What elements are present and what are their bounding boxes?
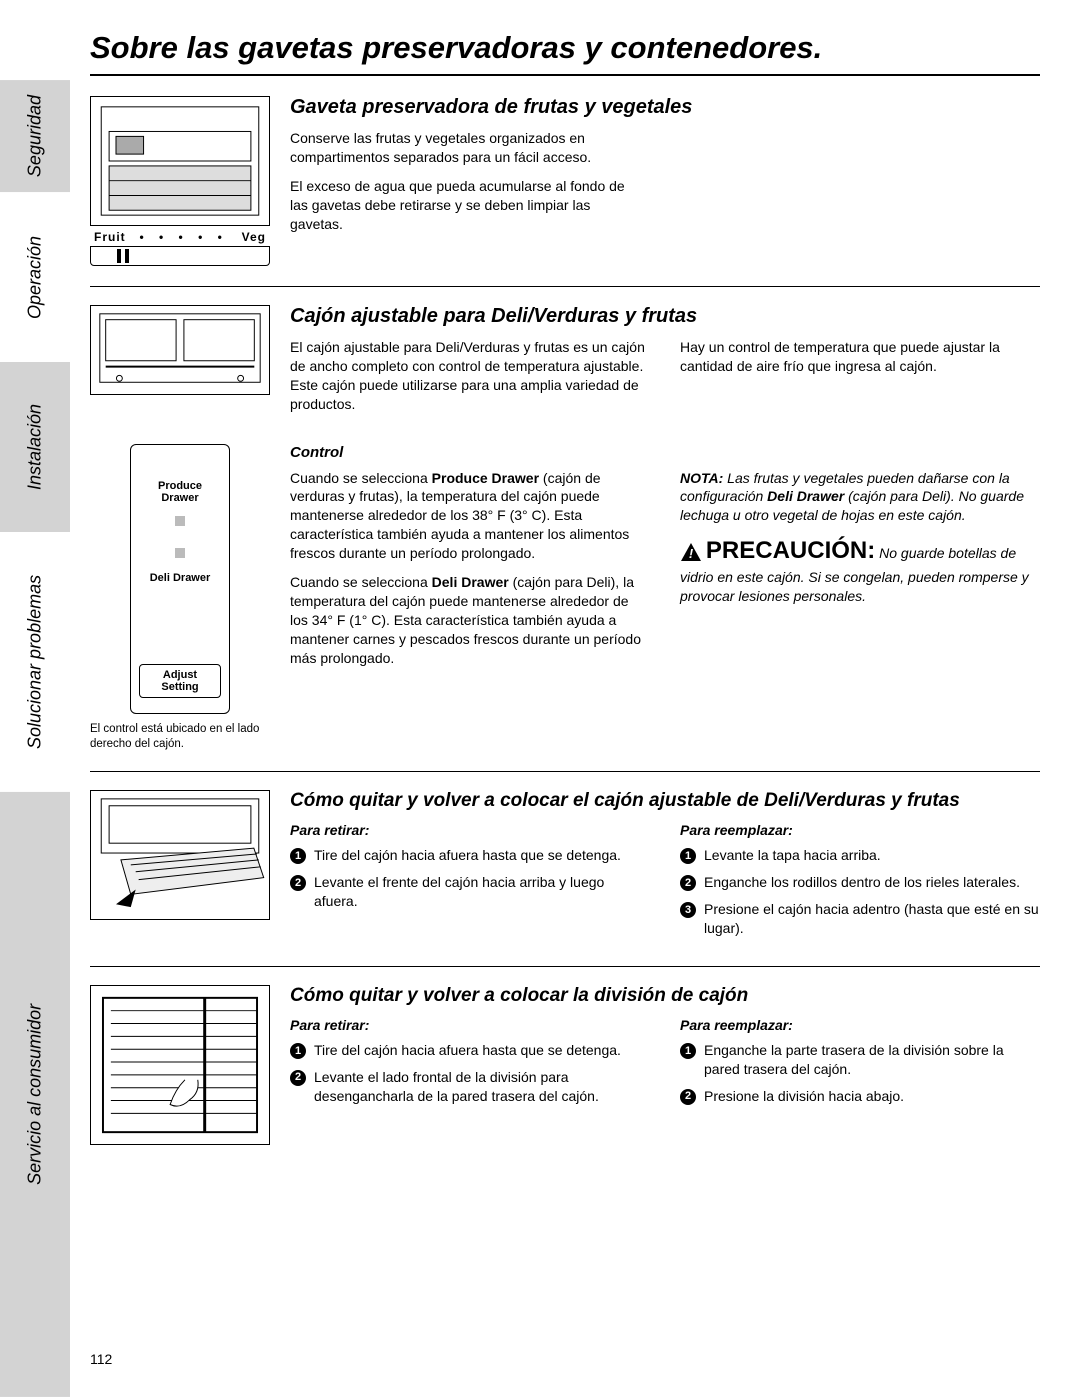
remove-heading-4: Para retirar:: [290, 1017, 650, 1033]
page-title: Sobre las gavetas preservadoras y conten…: [90, 30, 1040, 66]
control-panel-illustration: Produce Drawer Deli Drawer Adjust Settin…: [130, 444, 230, 714]
control-nota: NOTA: Las frutas y vegetales pueden daña…: [680, 469, 1040, 526]
section1-p1: Conserve las frutas y vegetales organiza…: [290, 129, 630, 167]
remove-heading: Para retirar:: [290, 822, 650, 838]
control-p2: Cuando se selecciona Deli Drawer (cajón …: [290, 573, 650, 667]
section1-p2: El exceso de agua que pueda acumularse a…: [290, 177, 630, 234]
control-p1: Cuando se selecciona Produce Drawer (caj…: [290, 469, 650, 563]
illustration-divider: [90, 985, 270, 1145]
tab-seguridad: Seguridad: [0, 80, 70, 192]
precaution-text: ! PRECAUCIÓN: No guarde botellas de vidr…: [680, 535, 1040, 605]
svg-text:!: !: [689, 546, 694, 561]
replace-steps: 1Levante la tapa hacia arriba. 2Enganche…: [680, 846, 1040, 938]
slider-control: [90, 246, 270, 266]
replace-heading-4: Para reemplazar:: [680, 1017, 1040, 1033]
section2-p1: El cajón ajustable para Deli/Verduras y …: [290, 338, 650, 414]
divider: [90, 771, 1040, 772]
tab-instalacion: Instalación: [0, 362, 70, 532]
section2-p2: Hay un control de temperatura que puede …: [680, 338, 1040, 376]
section1-title: Gaveta preservadora de frutas y vegetale…: [290, 96, 1040, 119]
remove-steps-4: 1Tire del cajón hacia afuera hasta que s…: [290, 1041, 650, 1106]
tab-servicio: Servicio al consumidor: [0, 792, 70, 1397]
control-title: Control: [290, 444, 1040, 461]
section4-title: Cómo quitar y volver a colocar la divisi…: [290, 985, 1040, 1007]
section3-title: Cómo quitar y volver a colocar el cajón …: [290, 790, 1040, 812]
tab-solucionar: Solucionar problemas: [0, 532, 70, 792]
control-caption: El control está ubicado en el lado derec…: [90, 722, 270, 752]
replace-steps-4: 1Enganche la parte trasera de la divisió…: [680, 1041, 1040, 1106]
illustration-remove-drawer: [90, 790, 270, 920]
divider: [90, 286, 1040, 287]
section2-title: Cajón ajustable para Deli/Verduras y fru…: [290, 305, 1040, 328]
illustration-deli-drawer: [90, 305, 270, 395]
warning-icon: !: [680, 542, 702, 567]
remove-steps: 1Tire del cajón hacia afuera hasta que s…: [290, 846, 650, 911]
illustration-crisper: [90, 96, 270, 226]
replace-heading: Para reemplazar:: [680, 822, 1040, 838]
slider-label: Fruit • • • • • Veg: [90, 230, 270, 244]
divider: [90, 74, 1040, 76]
page-number: 112: [90, 1351, 112, 1367]
tab-operacion: Operación: [0, 192, 70, 362]
divider: [90, 966, 1040, 967]
sidebar-tabs: Seguridad Operación Instalación Solucion…: [0, 0, 70, 1397]
